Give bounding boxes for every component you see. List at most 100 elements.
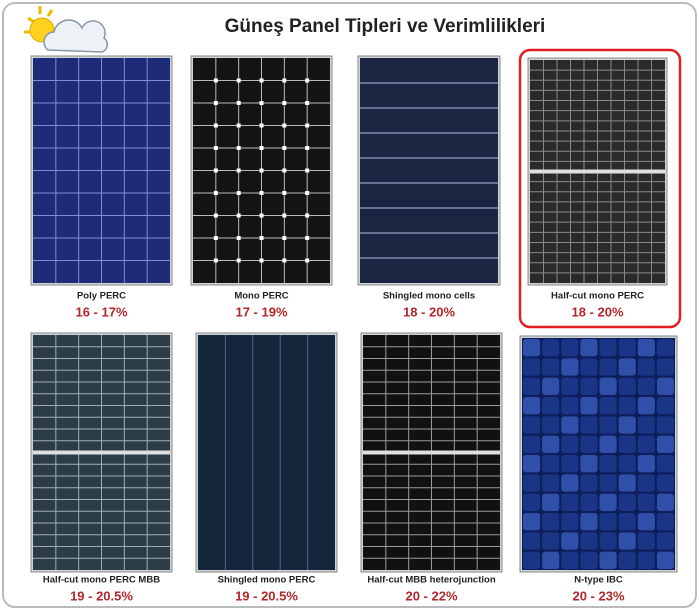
cell-corner [260,214,264,218]
cell-corner [305,214,309,218]
panel-efficiency: 20 - 23% [572,588,624,603]
cell-corner [305,146,309,150]
cell [600,416,617,433]
cell [580,436,597,453]
cell [523,494,540,511]
cell [600,436,617,453]
cell [561,513,578,530]
cell [542,378,559,395]
cell-corner [260,236,264,240]
cell [600,494,617,511]
cell [561,358,578,375]
cell-corner [260,124,264,128]
panel-efficiency: 19 - 20.5% [235,588,298,603]
cell-corner [214,169,218,173]
cell-corner [260,146,264,150]
panel: Shingled mono cells18 - 20% [358,56,500,319]
cell [657,494,674,511]
panel-name: Half-cut mono PERC MBB [43,575,160,586]
cell [580,416,597,433]
cell [580,474,597,491]
cell-corner [237,124,241,128]
cell-corner [305,79,309,83]
cell [638,436,655,453]
panel-name: Poly PERC [77,291,126,302]
cell-corner [237,214,241,218]
cell [619,339,636,356]
split-bar [363,451,500,455]
cell [619,397,636,414]
cell [619,358,636,375]
panel-name: Half-cut MBB heterojunction [367,575,495,586]
title: Güneş Panel Tipleri ve Verimlilikleri [225,16,546,37]
cell [638,397,655,414]
cell [580,494,597,511]
cell-corner [237,191,241,195]
cell [657,436,674,453]
cell-corner [214,191,218,195]
cell [561,397,578,414]
cell [523,358,540,375]
cell-corner [214,214,218,218]
cell-corner [237,146,241,150]
cell [542,339,559,356]
cell [600,358,617,375]
infographic: Güneş Panel Tipleri ve Verimlilikleri Po… [0,0,699,610]
cell [600,552,617,569]
cell [561,552,578,569]
cell [580,397,597,414]
cell [580,455,597,472]
cell [600,455,617,472]
cell [523,378,540,395]
cell-corner [305,259,309,263]
cell [657,455,674,472]
cell-corner [237,259,241,263]
cell-corner [282,124,286,128]
cell [600,532,617,549]
cell [580,532,597,549]
cell [542,532,559,549]
panel-efficiency: 20 - 22% [405,588,457,603]
cell [638,378,655,395]
cell-corner [214,101,218,105]
cell-corner [282,146,286,150]
cell [542,416,559,433]
cell-corner [260,79,264,83]
cell [619,552,636,569]
cell [542,552,559,569]
cell [580,378,597,395]
cell [600,339,617,356]
panel-surface [360,58,498,283]
cell [580,358,597,375]
cell-corner [305,191,309,195]
cell [561,494,578,511]
cell [619,436,636,453]
cell [561,532,578,549]
cell [600,378,617,395]
panel: Poly PERC16 - 17% [31,56,172,319]
cell [619,513,636,530]
cell-corner [282,101,286,105]
cell [638,552,655,569]
cell [523,474,540,491]
cell-corner [237,236,241,240]
cell [638,358,655,375]
panel-name: Shingled mono PERC [218,575,316,586]
cell [657,397,674,414]
cell [638,513,655,530]
cell-corner [237,79,241,83]
cell [638,494,655,511]
panel-efficiency: 18 - 20% [571,304,623,319]
cell [542,494,559,511]
cell-corner [305,124,309,128]
cell [561,416,578,433]
cell [542,513,559,530]
cell [619,378,636,395]
split-bar [33,451,170,455]
cell-corner [305,169,309,173]
cell-corner [282,214,286,218]
cell [561,378,578,395]
cell [657,474,674,491]
cell [523,513,540,530]
